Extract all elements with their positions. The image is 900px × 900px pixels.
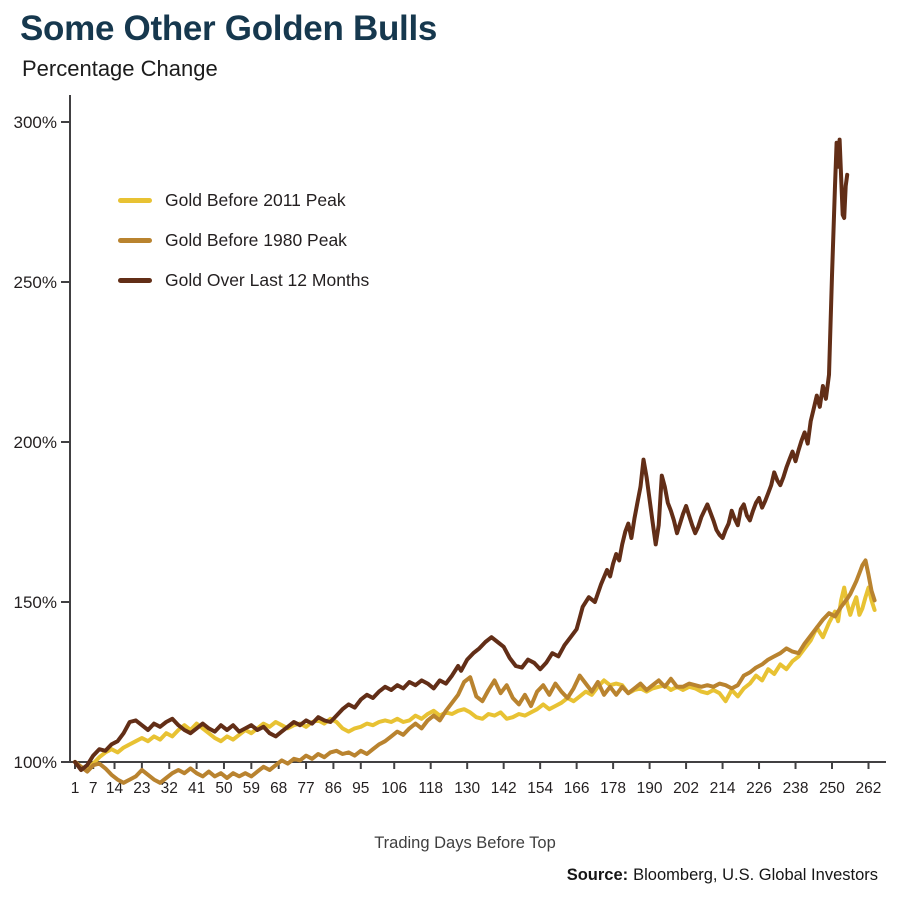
- y-tick-label: 150%: [14, 593, 57, 612]
- line-chart: 100% 150% 200% 250% 300% 1 7 14 23 32 41 50 59 68 77 86…: [14, 95, 886, 797]
- x-tick-label: 118: [418, 780, 443, 797]
- y-tick-label: 300%: [14, 113, 57, 132]
- x-tick-label: 7: [89, 780, 98, 797]
- x-tick-label: 1: [71, 780, 80, 797]
- x-tick-label: 214: [710, 780, 736, 797]
- source-note: Source: Bloomberg, U.S. Global Investors: [567, 866, 878, 885]
- x-tick-label: 250: [819, 780, 845, 797]
- chart-subtitle: Percentage Change: [22, 56, 218, 81]
- x-tick-label: 106: [381, 780, 407, 797]
- x-tick-label: 226: [746, 780, 772, 797]
- x-tick-label: 23: [133, 780, 150, 797]
- x-tick-label: 77: [297, 780, 314, 797]
- series-line-2: [73, 137, 850, 772]
- legend-swatch-yellow-line-icon: [118, 197, 152, 203]
- y-tick-label: 250%: [14, 273, 57, 292]
- y-tick-label: 200%: [14, 433, 57, 452]
- legend-item-2011-peak: Gold Before 2011 Peak: [118, 188, 369, 212]
- x-tick-label: 166: [564, 780, 590, 797]
- legend-item-last-12-months: Gold Over Last 12 Months: [118, 268, 369, 292]
- legend-swatch-tan-line-icon: [118, 237, 152, 243]
- x-tick-label: 154: [527, 780, 553, 797]
- chart-title: Some Other Golden Bulls: [20, 9, 438, 48]
- x-tick-label: 95: [352, 780, 369, 797]
- x-tick-label: 178: [600, 780, 626, 797]
- y-tick-label: 100%: [14, 753, 57, 772]
- x-tick-label: 14: [106, 780, 124, 797]
- x-tick-label: 86: [325, 780, 342, 797]
- x-tick-label: 68: [270, 780, 287, 797]
- legend-item-1980-peak: Gold Before 1980 Peak: [118, 228, 369, 252]
- x-tick-label: 142: [491, 780, 517, 797]
- legend-swatch-brown-line-icon: [118, 277, 152, 283]
- legend: Gold Before 2011 Peak Gold Before 1980 P…: [118, 188, 369, 308]
- x-tick-label: 32: [161, 780, 178, 797]
- x-tick-label: 50: [215, 780, 233, 797]
- x-tick-label: 190: [637, 780, 663, 797]
- x-tick-label: 41: [188, 780, 205, 797]
- x-tick-label: 202: [673, 780, 699, 797]
- x-tick-label: 59: [243, 780, 260, 797]
- legend-label: Gold Before 2011 Peak: [165, 189, 346, 210]
- x-axis-title: Trading Days Before Top: [374, 834, 556, 852]
- source-label: Source:: [566, 866, 629, 884]
- series-line-1: [73, 558, 877, 785]
- x-tick-label: 130: [454, 780, 480, 797]
- series-line-0: [73, 585, 877, 772]
- legend-label: Gold Over Last 12 Months: [165, 269, 370, 290]
- x-tick-label: 262: [856, 780, 882, 797]
- source-text: Bloomberg, U.S. Global Investors: [633, 866, 878, 884]
- legend-label: Gold Before 1980 Peak: [165, 229, 347, 250]
- x-tick-label: 238: [783, 780, 809, 797]
